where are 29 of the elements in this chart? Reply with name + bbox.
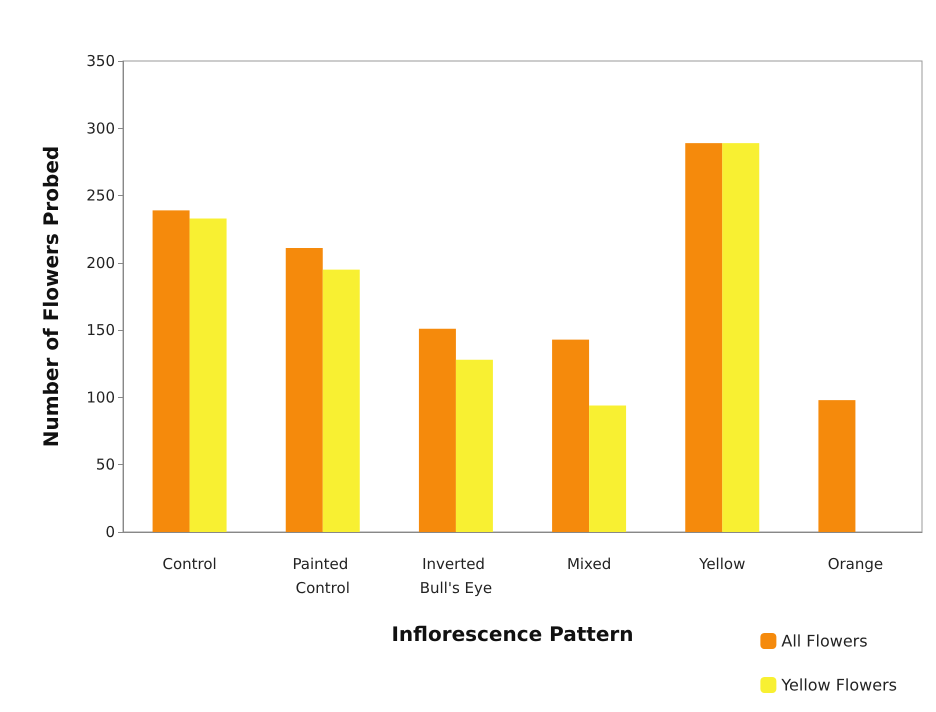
y-tick-label: 0 [105, 523, 115, 541]
bar [322, 270, 360, 532]
legend-label: Yellow Flowers [780, 676, 897, 694]
y-tick-label: 300 [86, 119, 115, 138]
x-axis-title: Inflorescence Pattern [391, 622, 634, 646]
bar [286, 248, 323, 532]
bar [456, 360, 493, 532]
bar [589, 406, 626, 532]
y-axis-title: Number of Flowers Probed [39, 146, 63, 448]
x-tick-label: Inverted Bull's Eye [420, 555, 492, 597]
y-tick-label: 350 [86, 52, 115, 70]
y-tick-label: 150 [86, 321, 115, 340]
x-tick-label: Yellow [698, 555, 746, 573]
x-tick-label: Mixed [566, 555, 612, 573]
bar [552, 340, 590, 532]
y-tick-label: 250 [86, 186, 115, 205]
y-tick-label: 200 [86, 254, 115, 272]
y-tick-label: 50 [96, 456, 115, 474]
y-tick-label: 100 [86, 388, 115, 406]
bar [418, 328, 456, 532]
x-tick-label: Control [162, 555, 217, 573]
legend-label: All Flowers [781, 632, 868, 650]
x-tick-label: Painted Control [292, 555, 354, 597]
x-tick-label: Orange [828, 555, 884, 573]
bar [190, 218, 227, 532]
bar [722, 143, 760, 532]
bar [685, 143, 722, 532]
bar [152, 210, 190, 532]
bar [818, 400, 856, 532]
